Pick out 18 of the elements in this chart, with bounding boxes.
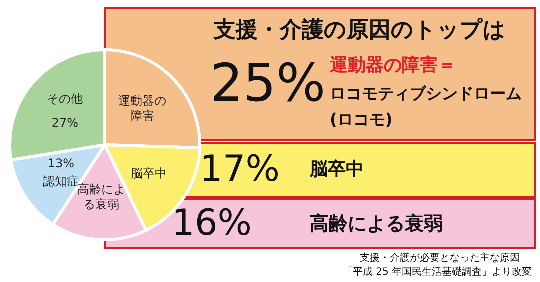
data-label: 16%	[172, 203, 252, 244]
slice-label: 認知症	[43, 174, 80, 189]
data-label: 17%	[200, 149, 280, 190]
slice-label: 脳卒中	[130, 166, 167, 181]
slice-label: 運動器の障害	[118, 94, 167, 124]
slice-label: 高齢による衰弱	[78, 182, 126, 212]
text: ロコモティブシンドローム	[330, 84, 522, 103]
data-label: 13%	[48, 156, 75, 171]
text: 運動器の障害＝	[329, 55, 456, 76]
text: 「平成 25 年国民生活基礎調査」より改変	[342, 266, 532, 278]
text: 脳卒中	[309, 159, 364, 180]
text: 高齢による衰弱	[310, 213, 443, 235]
chart-title: 支援・介護の原因のトップは	[213, 18, 506, 43]
data-label: 25%	[210, 54, 326, 114]
data-label: 27%	[52, 116, 79, 130]
text: 支援・介護が必要となった主な原因	[360, 252, 520, 264]
text: (ロコモ)	[330, 110, 393, 129]
slice-label: その他	[47, 92, 84, 106]
